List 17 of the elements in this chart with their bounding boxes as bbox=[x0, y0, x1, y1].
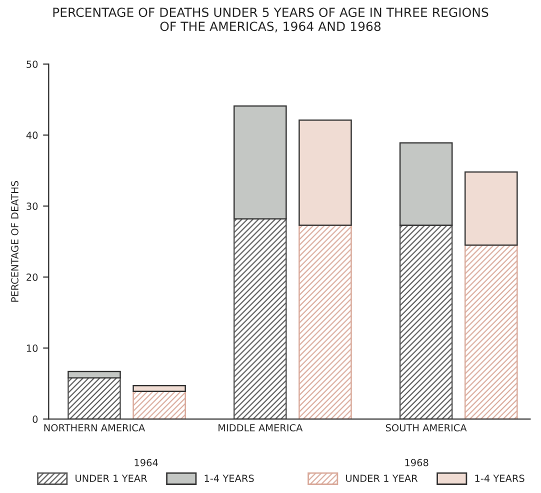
y-tick-label: 30 bbox=[26, 202, 38, 210]
x-tick-label: NORTHERN AMERICA bbox=[44, 424, 146, 432]
text: UNDER 1 YEAR bbox=[346, 474, 418, 482]
legend-label: 1-4 YEARS bbox=[204, 474, 254, 482]
x-tick-label: SOUTH AMERICA bbox=[386, 424, 467, 432]
x-tick-label: MIDDLE AMERICA bbox=[218, 424, 303, 432]
y-tick-label: 50 bbox=[26, 60, 38, 68]
y-tick-label: 0 bbox=[32, 416, 38, 423]
chart-title: PERCENTAGE OF DEATHS UNDER 5 YEARS OF AGE IN THREE REGIONS OF THE AMERICAS, 1964 AND 1968 bbox=[53, 8, 488, 32]
y-tick-label: 10 bbox=[26, 344, 38, 352]
legend-label: UNDER 1 YEAR bbox=[76, 474, 148, 482]
text: 1968 bbox=[405, 458, 428, 466]
y-axis-title: PERCENTAGE OF DEATHS bbox=[11, 181, 18, 302]
text: 1964 bbox=[134, 458, 158, 466]
y-tick-label: 20 bbox=[26, 274, 38, 281]
text: 1-4 YEARS bbox=[475, 474, 524, 482]
y-tick-label: 40 bbox=[26, 132, 38, 139]
